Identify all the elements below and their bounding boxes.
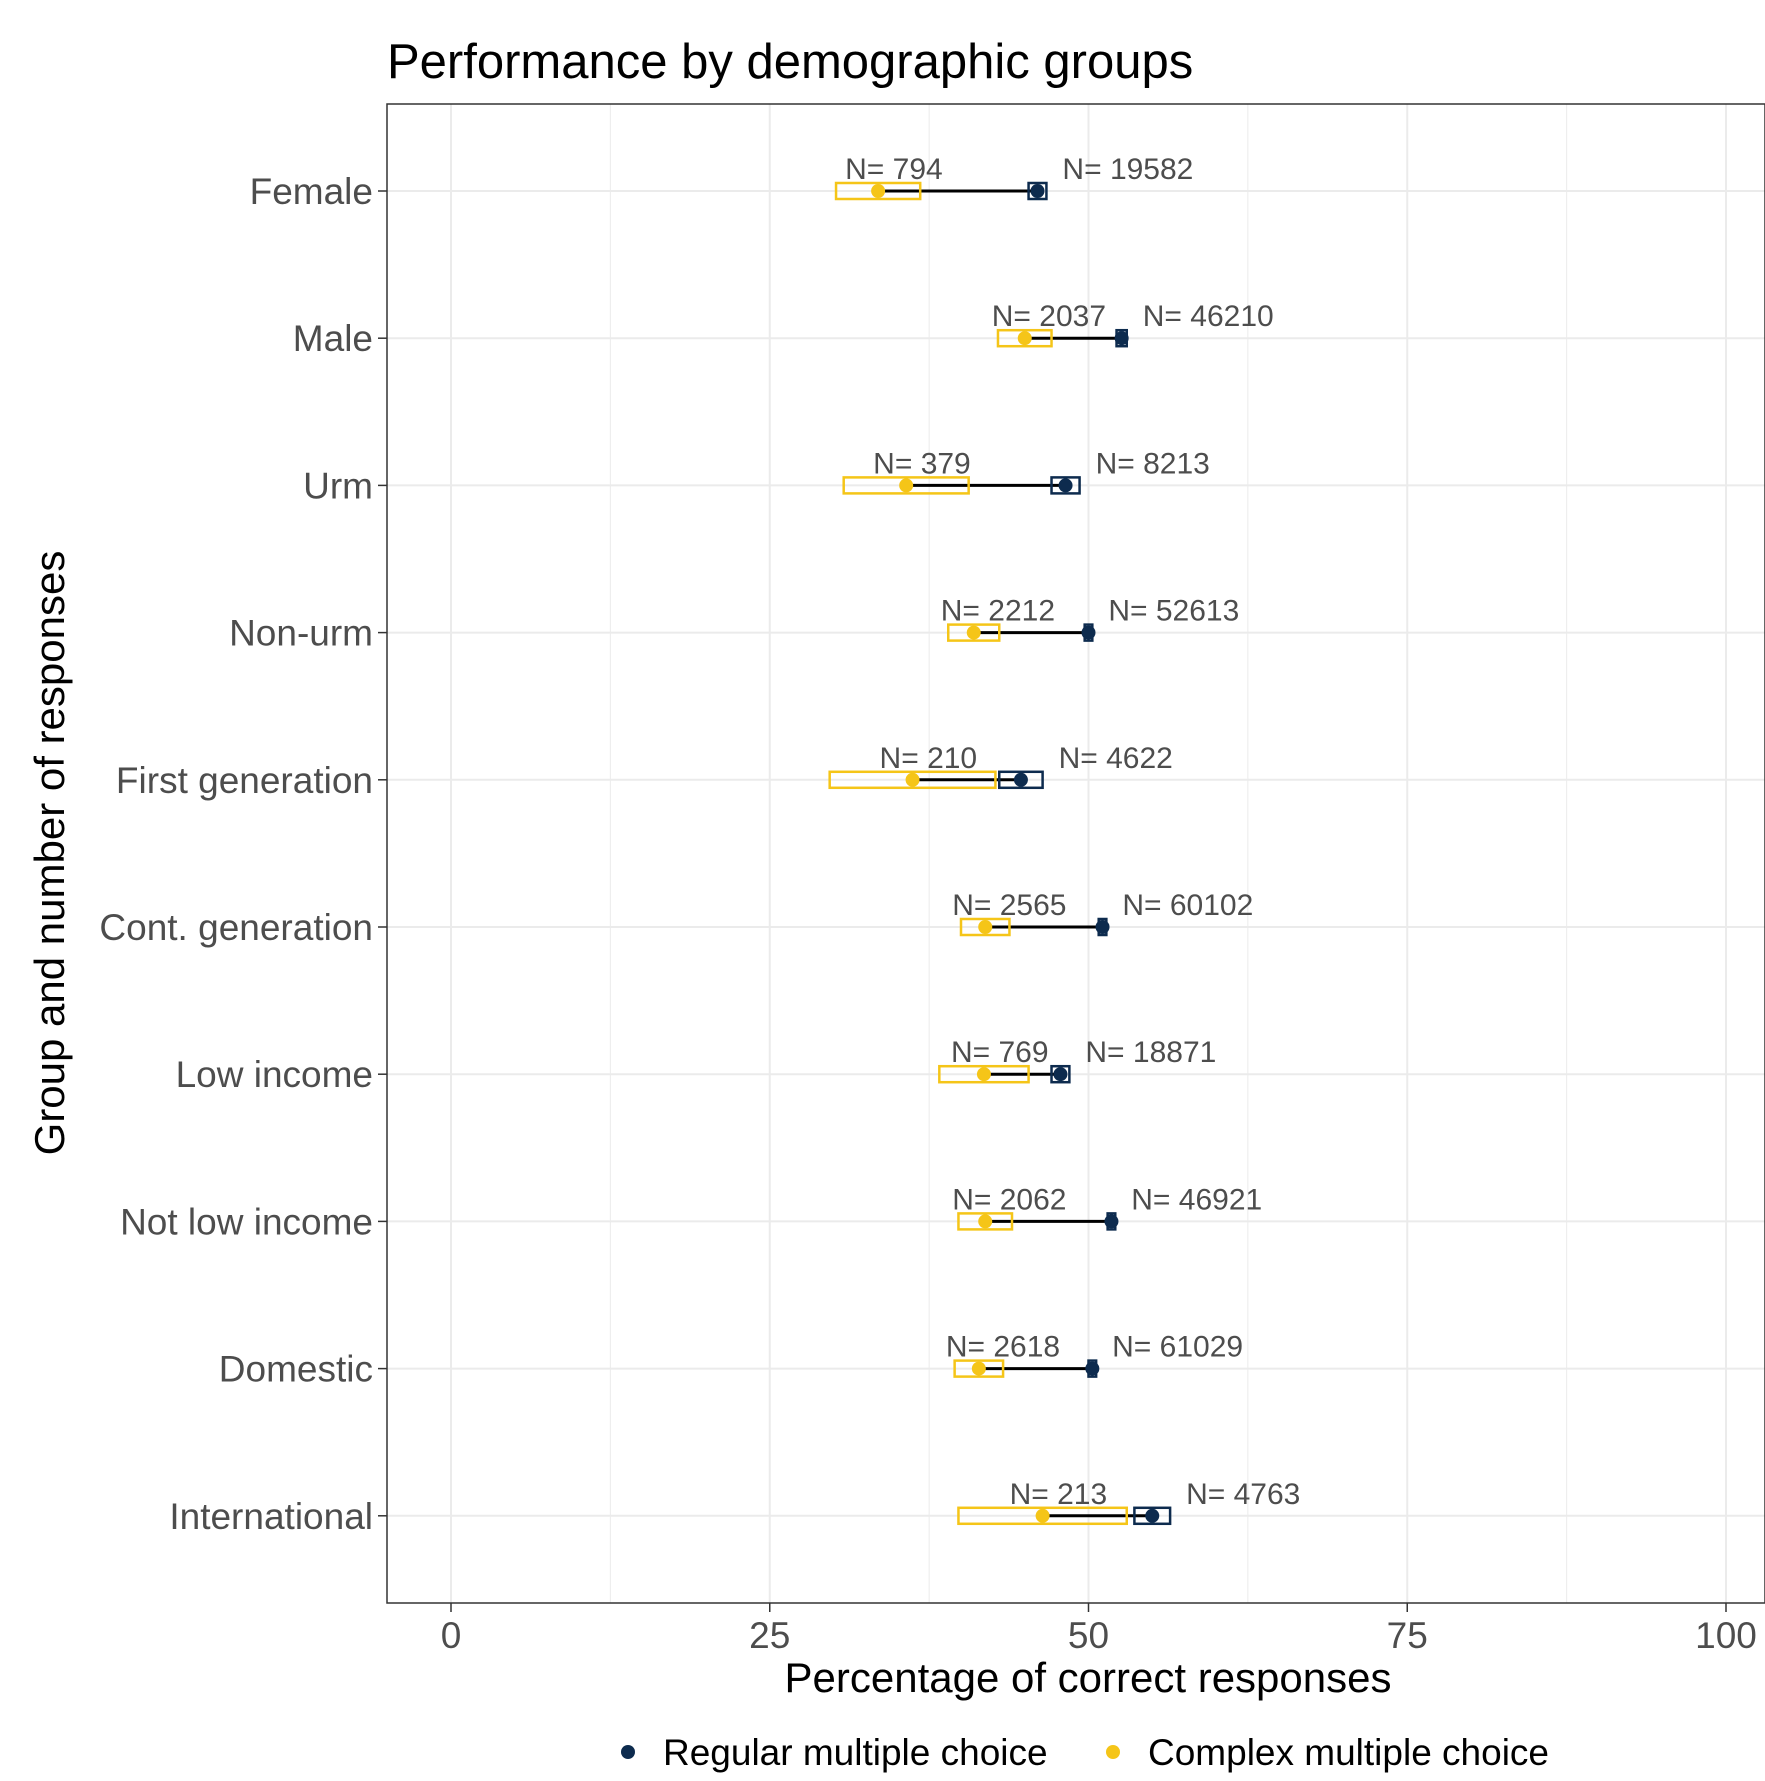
complex-ci-box (938, 1064, 1030, 1084)
group-row: N= 2565 N= 60102 (952, 889, 1253, 937)
legend-complex-label: Complex multiple choice (1148, 1732, 1549, 1773)
regular-ci-box (1050, 476, 1081, 495)
regular-n-label: N= 8213 (1096, 447, 1210, 480)
complex-n-label: N= 794 (845, 153, 943, 186)
complex-point (1017, 331, 1032, 346)
complex-point (905, 772, 920, 787)
complex-point (978, 920, 993, 934)
y-tick-label: International (169, 1496, 373, 1537)
complex-ci-box (842, 476, 970, 495)
regular-n-label: N= 19582 (1062, 153, 1193, 186)
complex-n-label: N= 2565 (952, 889, 1066, 922)
complex-ci-box (834, 181, 922, 201)
regular-ci-box (1133, 1506, 1172, 1526)
legend-regular-label: Regular multiple choice (663, 1732, 1048, 1773)
complex-ci-box (953, 1359, 1005, 1378)
y-tick-label: Non-urm (229, 613, 373, 654)
regular-ci-box (1050, 1064, 1071, 1084)
regular-n-label: N= 18871 (1085, 1036, 1216, 1069)
complex-n-label: N= 2618 (946, 1331, 1060, 1364)
y-tick-label: Not low income (120, 1201, 373, 1242)
regular-point (1085, 1361, 1100, 1376)
x-tick-label: 75 (1387, 1615, 1428, 1656)
regular-ci-box (998, 770, 1044, 790)
complex-n-label: N= 769 (951, 1036, 1049, 1069)
legend-regular-key (621, 1745, 635, 1759)
group-row: N= 2037 N= 46210 (992, 300, 1274, 348)
complex-point (978, 1214, 993, 1229)
regular-point (1058, 478, 1073, 493)
complex-point (1035, 1508, 1050, 1523)
complex-ci-box (996, 328, 1053, 348)
complex-n-label: N= 2212 (941, 595, 1055, 628)
y-tick-label: Male (293, 318, 373, 359)
complex-n-label: N= 2037 (992, 300, 1106, 333)
chart-title: Performance by demographic groups (387, 35, 1193, 89)
regular-point (1095, 920, 1110, 934)
group-row: N= 2212 N= 52613 (941, 595, 1239, 642)
complex-n-label: N= 2062 (952, 1183, 1066, 1216)
regular-ci-box (1027, 181, 1048, 201)
regular-point (1053, 1067, 1068, 1082)
plot-marks: N= 794 N= 19582 N= 2037 N= 46210 N= 379 N= 82… (828, 153, 1300, 1526)
complex-n-label: N= 213 (1010, 1478, 1108, 1511)
y-tick-label: Urm (303, 465, 373, 506)
complex-ci-box (947, 623, 1001, 642)
regular-n-label: N= 61029 (1112, 1331, 1243, 1364)
x-tick-label: 0 (441, 1615, 462, 1656)
regular-point (1030, 184, 1045, 198)
legend-complex-key (1106, 1745, 1120, 1759)
regular-point (1145, 1508, 1160, 1523)
x-tick-label: 25 (749, 1615, 790, 1656)
x-tick-label: 50 (1068, 1615, 1109, 1656)
regular-point (1081, 625, 1096, 640)
y-axis: Female Male Urm Non-urm First generation Cont… (99, 171, 387, 1537)
regular-point (1104, 1214, 1119, 1229)
complex-point (966, 625, 981, 640)
group-row: N= 379 N= 8213 (842, 447, 1210, 495)
group-row: N= 2618 N= 61029 (946, 1331, 1243, 1378)
complex-n-label: N= 210 (880, 742, 978, 775)
x-axis: 0 25 50 75 100 (441, 1603, 1757, 1656)
y-tick-label: Female (250, 171, 373, 212)
complex-point (971, 1361, 986, 1376)
complex-point (976, 1067, 991, 1082)
group-row: N= 213 N= 4763 (957, 1478, 1300, 1526)
group-row: N= 794 N= 19582 (834, 153, 1193, 201)
complex-point (871, 184, 886, 198)
complex-ci-box (957, 1212, 1014, 1231)
legend: Regular multiple choice Complex multiple … (621, 1732, 1549, 1773)
complex-n-label: N= 379 (873, 447, 971, 480)
complex-ci-box (959, 917, 1011, 937)
regular-n-label: N= 52613 (1108, 595, 1239, 628)
regular-n-label: N= 46921 (1131, 1183, 1262, 1216)
y-tick-label: Domestic (219, 1349, 373, 1390)
regular-n-label: N= 60102 (1122, 889, 1253, 922)
plot-panel-border (386, 103, 1765, 1604)
complex-ci-box (957, 1506, 1129, 1526)
regular-n-label: N= 4622 (1059, 742, 1173, 775)
y-tick-label: Cont. generation (99, 907, 373, 948)
group-row: N= 210 N= 4622 (828, 742, 1173, 790)
y-axis-label: Group and number of responses (26, 551, 73, 1156)
complex-ci-box (828, 770, 997, 790)
y-tick-label: Low income (176, 1054, 373, 1095)
group-row: N= 769 N= 18871 (938, 1036, 1216, 1084)
regular-point (1013, 772, 1028, 787)
complex-point (899, 478, 914, 493)
x-tick-label: 100 (1695, 1615, 1757, 1656)
regular-point (1114, 331, 1129, 346)
regular-n-label: N= 46210 (1143, 300, 1274, 333)
y-tick-label: First generation (116, 760, 373, 801)
regular-n-label: N= 4763 (1186, 1478, 1300, 1511)
x-axis-label: Percentage of correct responses (785, 1654, 1392, 1701)
group-row: N= 2062 N= 46921 (952, 1183, 1262, 1231)
